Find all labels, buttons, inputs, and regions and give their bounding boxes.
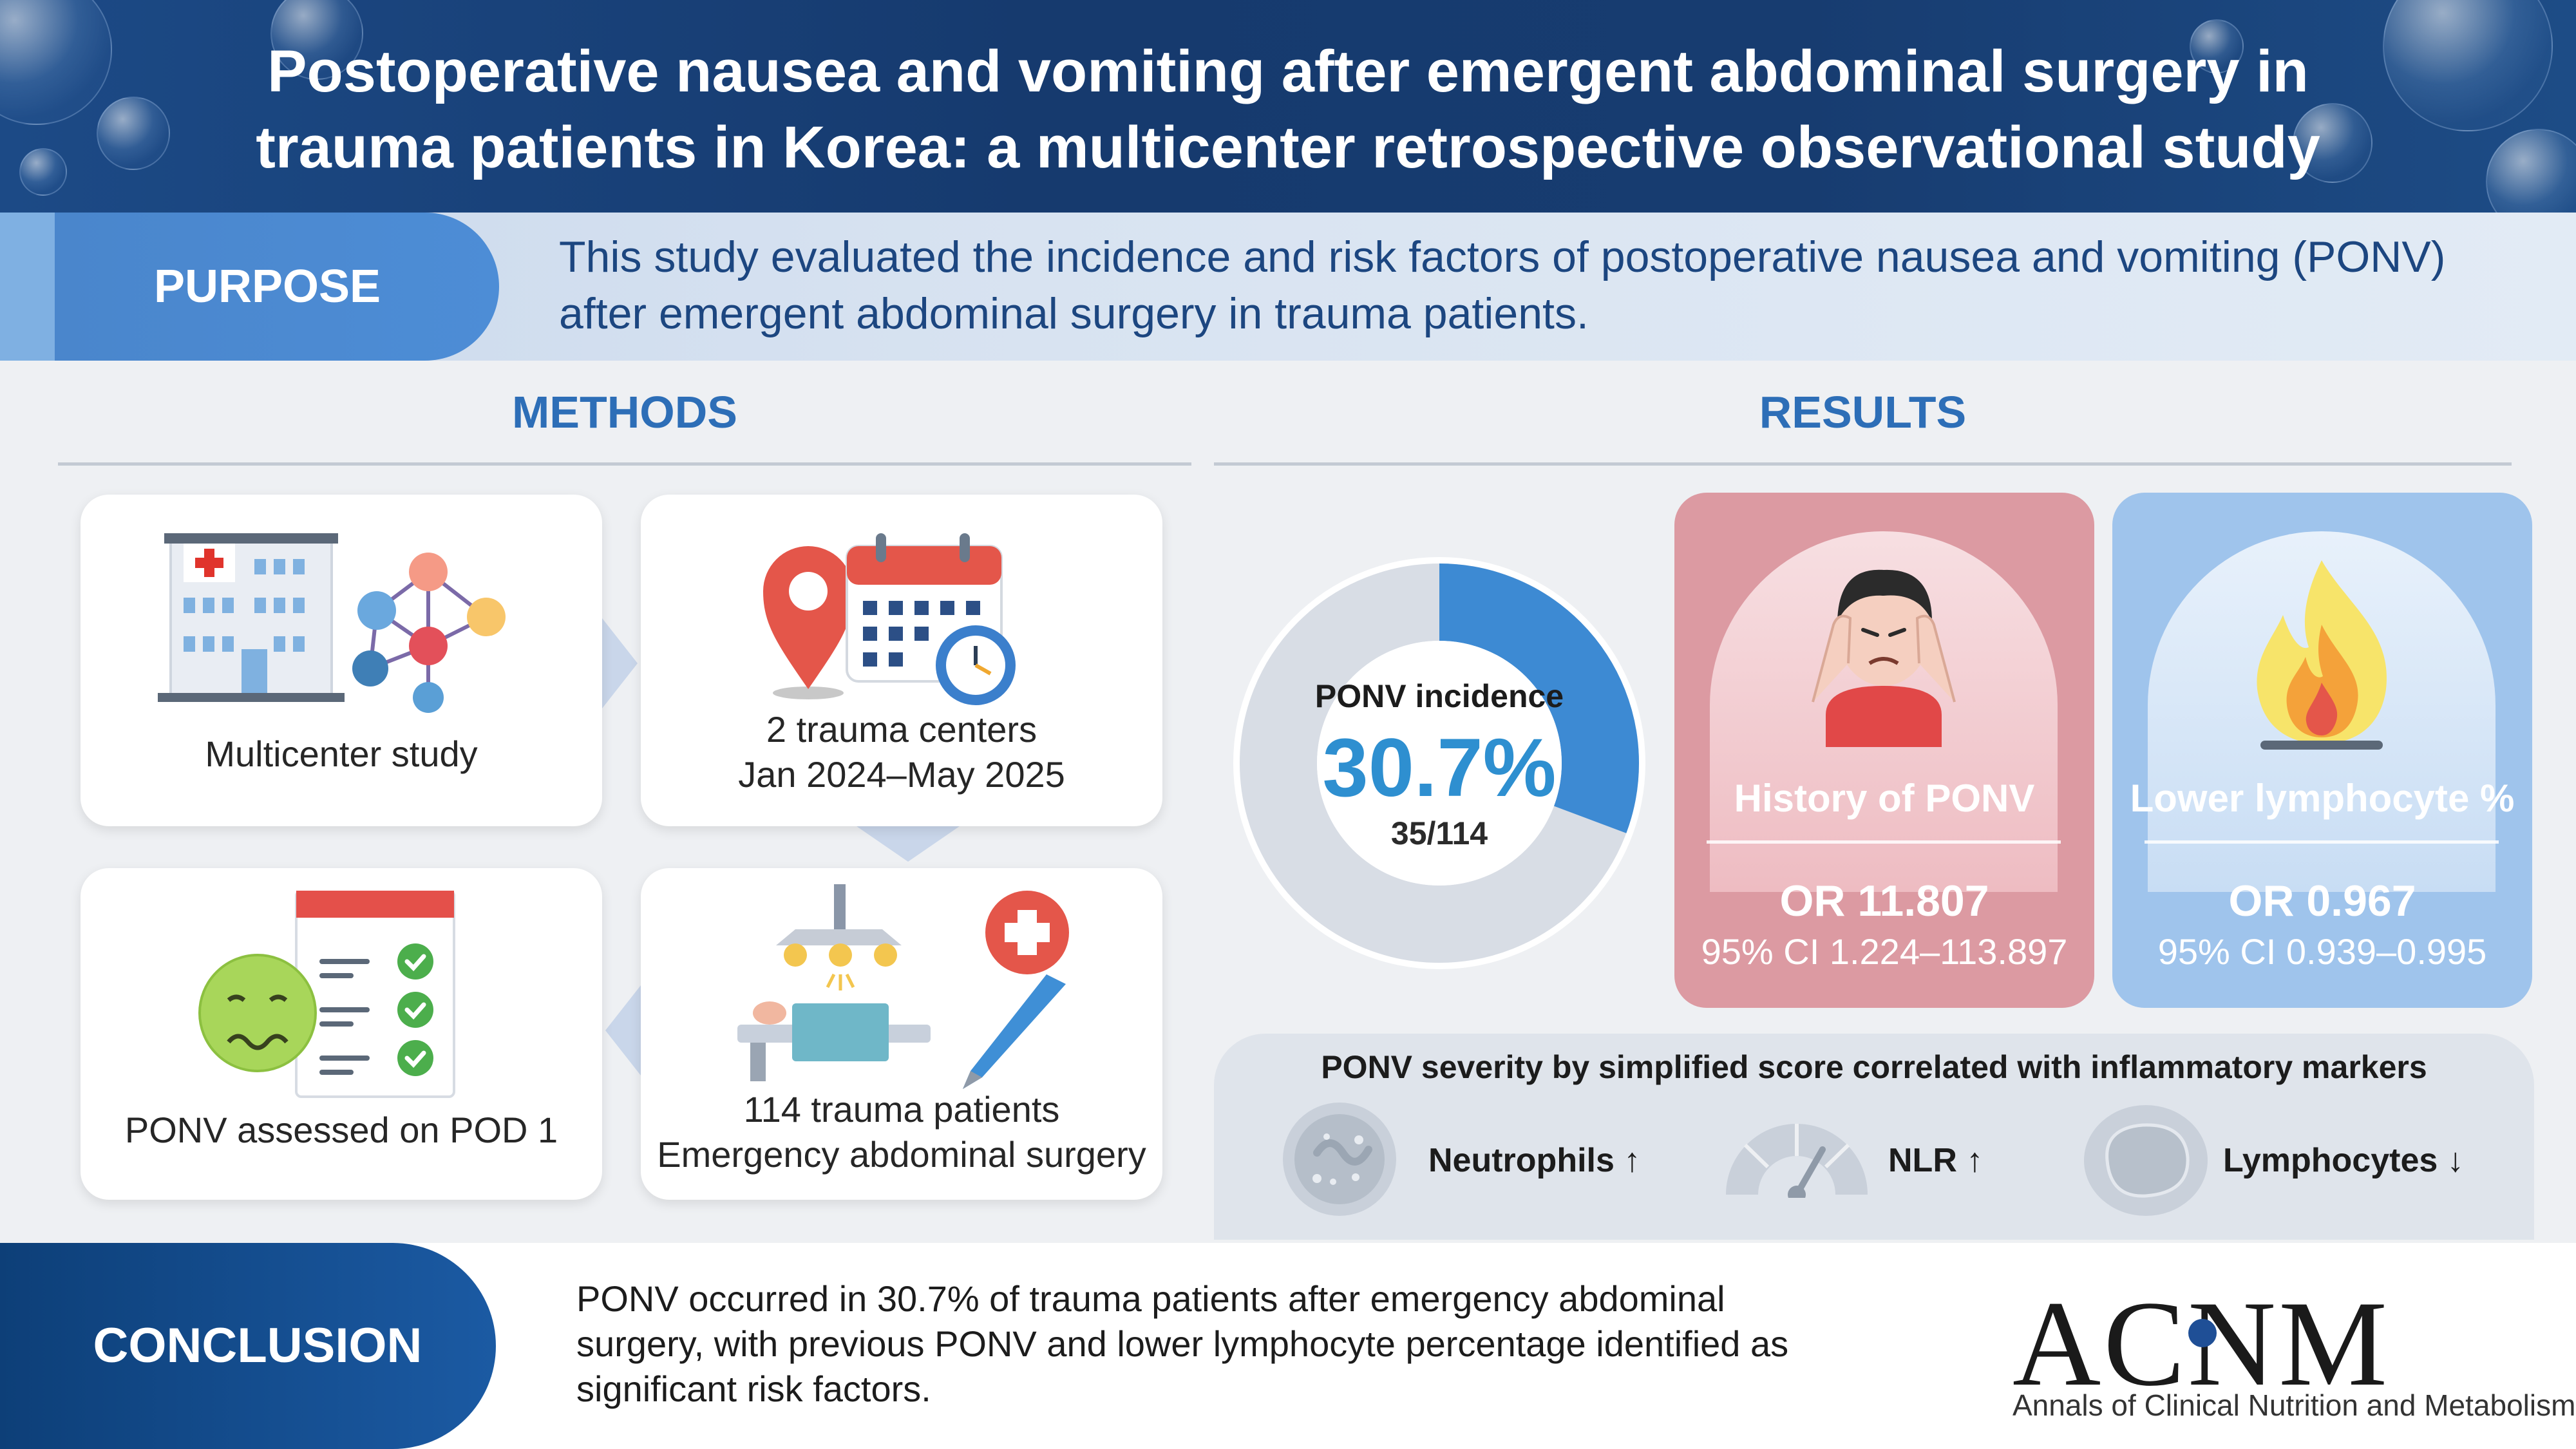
conclusion-text: PONV occurred in 30.7% of trauma patient…	[576, 1278, 1789, 1409]
conclusion-pill	[0, 1243, 496, 1449]
results-rule	[1214, 462, 2512, 466]
header-banner	[0, 0, 2576, 213]
risk-or-history: OR 11.807	[1779, 876, 1989, 925]
methods-heading: METHODS	[512, 387, 737, 437]
incidence-label: PONV incidence	[1314, 678, 1564, 714]
severity-panel	[1214, 1034, 2534, 1240]
purpose-label: PURPOSE	[153, 261, 381, 312]
flow-arrow-right	[602, 618, 638, 708]
method-centers-line-2: Jan 2024–May 2025	[738, 754, 1065, 795]
severity-title: PONV severity by simplified score correl…	[1321, 1049, 2427, 1085]
purpose-text: This study evaluated the incidence and r…	[559, 232, 2446, 338]
method-label-multicenter: Multicenter study	[205, 734, 478, 774]
method-centers-line-1: 2 trauma centers	[766, 709, 1037, 750]
purpose-pill	[55, 213, 499, 361]
risk-ci-lymphocyte: 95% CI 0.939–0.995	[2157, 931, 2487, 972]
fire-icon	[2257, 560, 2387, 750]
method-patients-line-2: Emergency abdominal surgery	[657, 1134, 1146, 1175]
title-line-1: Postoperative nausea and vomiting after …	[267, 39, 2309, 104]
calendar-location-icon	[763, 533, 1016, 705]
incidence-fraction: 35/114	[1390, 815, 1488, 851]
method-patients-line-1: 114 trauma patients	[743, 1089, 1060, 1130]
nausea-checklist-icon	[198, 891, 455, 1098]
headache-person-icon	[1812, 569, 1956, 747]
method-card-pod1: PONV assessed on POD 1	[80, 868, 602, 1200]
hospital-network-icon	[158, 533, 506, 713]
results-heading: RESULTS	[1759, 387, 1967, 437]
incidence-percent: 30.7%	[1322, 722, 1557, 814]
risk-or-lymphocyte: OR 0.967	[2228, 876, 2416, 925]
method-card-centers: 2 trauma centers Jan 2024–May 2025	[641, 495, 1162, 826]
flow-arrow-left	[605, 985, 641, 1075]
neutrophil-icon	[1283, 1103, 1396, 1216]
donut-value-arc	[1240, 564, 1639, 963]
incidence-donut-chart	[1233, 557, 1645, 969]
risk-card-history: History of PONV OR 11.807 95% CI 1.224–1…	[1674, 493, 2094, 1008]
method-card-patients: 114 trauma patients Emergency abdominal …	[641, 868, 1162, 1200]
methods-rule	[58, 462, 1191, 466]
conclusion-label: CONCLUSION	[93, 1318, 422, 1373]
page-title: Postoperative nausea and vomiting after …	[129, 33, 2447, 185]
title-line-2: trauma patients in Korea: a multicenter …	[256, 115, 2320, 180]
gauge-icon	[1726, 1124, 1868, 1198]
method-card-multicenter: Multicenter study	[80, 495, 602, 826]
risk-card-lymphocyte: Lower lymphocyte % OR 0.967 95% CI 0.939…	[2112, 493, 2532, 1008]
flow-arrow-down	[857, 826, 960, 862]
marker-lymphocytes: Lymphocytes ↓	[2223, 1142, 2464, 1179]
journal-name: Annals of Clinical Nutrition and Metabol…	[2012, 1388, 2576, 1422]
method-label-pod1: PONV assessed on POD 1	[124, 1110, 558, 1150]
surgery-icon	[737, 884, 1069, 1089]
marker-neutrophils: Neutrophils ↑	[1428, 1142, 1641, 1179]
logo-dot-icon	[2188, 1319, 2217, 1347]
method-label-centers: 2 trauma centers Jan 2024–May 2025	[641, 707, 1162, 797]
risk-ci-history: 95% CI 1.224–113.897	[1701, 931, 2068, 972]
marker-nlr: NLR ↑	[1888, 1142, 1984, 1179]
risk-name-lymphocyte: Lower lymphocyte %	[2130, 777, 2515, 820]
lymphocyte-icon	[2084, 1105, 2208, 1216]
risk-name-history: History of PONV	[1734, 777, 2035, 820]
purpose-edge	[0, 213, 58, 361]
method-label-patients: 114 trauma patients Emergency abdominal …	[641, 1087, 1162, 1177]
